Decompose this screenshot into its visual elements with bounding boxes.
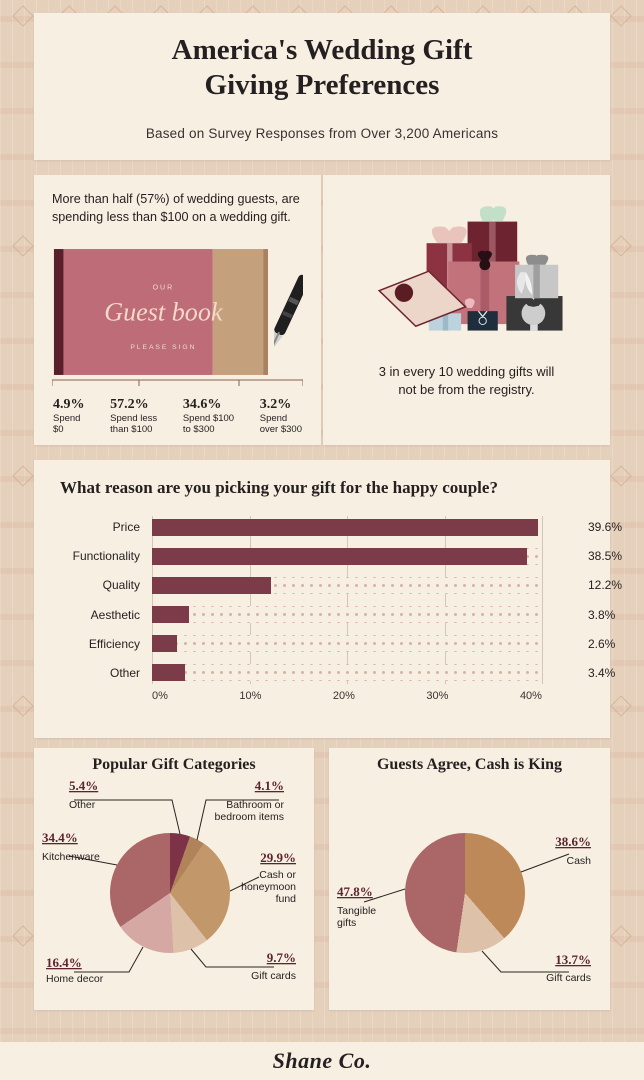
svg-text:Cash: Cash (566, 855, 591, 867)
svg-text:Bathroom or: Bathroom or (226, 799, 284, 811)
svg-text:Tangible: Tangible (337, 905, 376, 917)
svg-text:Guest book: Guest book (104, 297, 223, 326)
svg-text:fund: fund (276, 893, 297, 905)
svg-text:honeymoon: honeymoon (241, 881, 296, 893)
svg-text:9.7%: 9.7% (267, 950, 296, 965)
svg-text:4.1%: 4.1% (255, 778, 284, 793)
svg-text:34.4%: 34.4% (42, 830, 78, 845)
svg-text:Gift cards: Gift cards (251, 970, 296, 982)
svg-text:29.9%: 29.9% (260, 850, 296, 865)
svg-text:5.4%: 5.4% (69, 778, 98, 793)
svg-text:PLEASE SIGN: PLEASE SIGN (130, 344, 196, 351)
svg-text:13.7%: 13.7% (555, 952, 591, 967)
svg-text:Cash or: Cash or (259, 869, 296, 881)
svg-text:gifts: gifts (337, 917, 356, 929)
svg-text:Other: Other (69, 799, 96, 811)
svg-text:Home decor: Home decor (46, 973, 104, 984)
svg-text:Gift cards: Gift cards (546, 972, 591, 984)
svg-text:16.4%: 16.4% (46, 955, 82, 970)
svg-text:47.8%: 47.8% (337, 884, 373, 899)
svg-text:OUR: OUR (153, 284, 175, 291)
svg-text:bedroom items: bedroom items (215, 811, 284, 823)
svg-text:Kitchenware: Kitchenware (42, 851, 100, 863)
svg-text:38.6%: 38.6% (555, 834, 591, 849)
